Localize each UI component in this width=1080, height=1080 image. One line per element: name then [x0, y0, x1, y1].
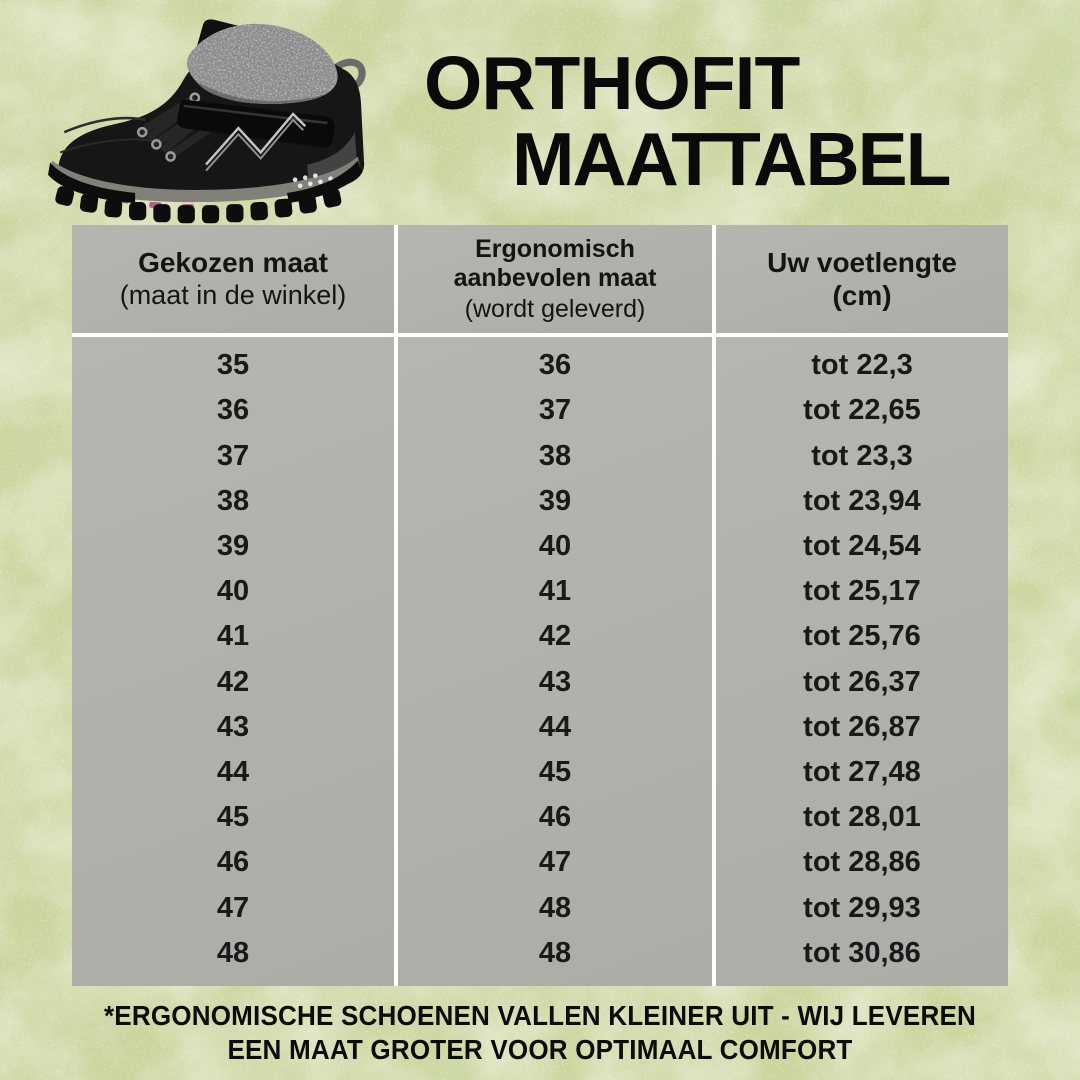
shoe-velcro-strap — [177, 99, 335, 148]
size-value: 43 — [216, 710, 250, 743]
size-value: 45 — [216, 801, 250, 834]
size-value: 46 — [538, 801, 572, 834]
size-value: 42 — [216, 665, 250, 698]
foot-length-value: tot 26,87 — [803, 710, 921, 743]
column-title: Gekozen maat — [138, 247, 328, 279]
column-header-gekozen-maat: Gekozen maat (maat in de winkel) — [72, 225, 394, 333]
column-header-voetlengte: Uw voetlengte (cm) — [716, 225, 1008, 333]
foot-length-value: tot 30,86 — [803, 936, 921, 969]
foot-length-value: tot 24,54 — [803, 529, 921, 562]
footnote-line: *ERGONOMISCHE SCHOENEN VALLEN KLEINER UI… — [103, 1000, 977, 1031]
footnote-line: EEN MAAT GROTER VOOR OPTIMAAL COMFORT — [227, 1034, 853, 1066]
shoe-zigzag-stitch — [205, 112, 307, 166]
foot-length-value: tot 23,94 — [803, 484, 921, 517]
size-value: 40 — [216, 575, 250, 608]
size-value: 41 — [538, 575, 572, 608]
size-value: 37 — [216, 439, 250, 472]
column-subtitle: (wordt geleverd) — [464, 294, 646, 323]
foot-length-value: tot 25,76 — [803, 620, 921, 653]
column-values-gekozen-maat: 35 36 37 38 39 40 41 42 43 44 45 46 47 48 — [72, 337, 394, 986]
size-value: 47 — [216, 891, 250, 924]
size-value: 48 — [216, 936, 250, 969]
size-value: 41 — [216, 620, 250, 653]
size-value: 39 — [216, 529, 250, 562]
size-value: 36 — [216, 394, 250, 427]
brand-title: ORTHOFIT — [424, 41, 800, 125]
size-value: 48 — [538, 891, 572, 924]
foot-length-value: tot 28,86 — [803, 846, 921, 879]
size-table: Gekozen maat (maat in de winkel) Ergonom… — [72, 225, 1008, 986]
size-value: 46 — [216, 846, 250, 879]
size-value: 36 — [538, 349, 572, 382]
footnote: *ERGONOMISCHE SCHOENEN VALLEN KLEINER UI… — [0, 999, 1080, 1067]
column-title: Uw voetlengte — [767, 246, 957, 278]
foot-length-value: tot 25,17 — [803, 575, 921, 608]
size-value: 48 — [538, 936, 572, 969]
foot-length-value: tot 27,48 — [803, 756, 921, 789]
size-value: 45 — [538, 756, 572, 789]
foot-length-value: tot 26,37 — [803, 665, 921, 698]
page-title: MAATTABEL — [512, 117, 951, 201]
size-value: 42 — [538, 620, 572, 653]
column-values-aanbevolen-maat: 36 37 38 39 40 41 42 43 44 45 46 47 48 48 — [398, 337, 712, 986]
column-header-aanbevolen-maat: Ergonomisch aanbevolen maat (wordt gelev… — [398, 225, 712, 333]
size-value: 47 — [538, 846, 572, 879]
size-value: 38 — [538, 439, 572, 472]
size-value: 37 — [538, 394, 572, 427]
column-subtitle: (maat in de winkel) — [119, 280, 347, 311]
size-value: 44 — [538, 710, 572, 743]
foot-length-value: tot 23,3 — [811, 439, 913, 472]
shoe-outsole — [48, 160, 362, 224]
size-value: 40 — [538, 529, 572, 562]
shoe-fur-collar — [186, 23, 338, 105]
foot-length-value: tot 22,65 — [803, 394, 921, 427]
shoe-midsole — [50, 156, 361, 203]
size-value: 44 — [216, 756, 250, 789]
product-shoe-image — [48, 19, 366, 224]
foot-length-value: tot 22,3 — [811, 349, 913, 382]
size-value: 39 — [538, 484, 572, 517]
size-value: 35 — [216, 349, 250, 382]
size-value: 38 — [216, 484, 250, 517]
size-value: 43 — [538, 665, 572, 698]
column-title: Ergonomisch aanbevolen maat — [453, 234, 657, 293]
foot-length-value: tot 29,93 — [803, 891, 921, 924]
column-subtitle: (cm) — [832, 279, 892, 311]
foot-length-value: tot 28,01 — [803, 801, 921, 834]
column-values-voetlengte: tot 22,3 tot 22,65 tot 23,3 tot 23,94 tot 24… — [716, 337, 1008, 986]
